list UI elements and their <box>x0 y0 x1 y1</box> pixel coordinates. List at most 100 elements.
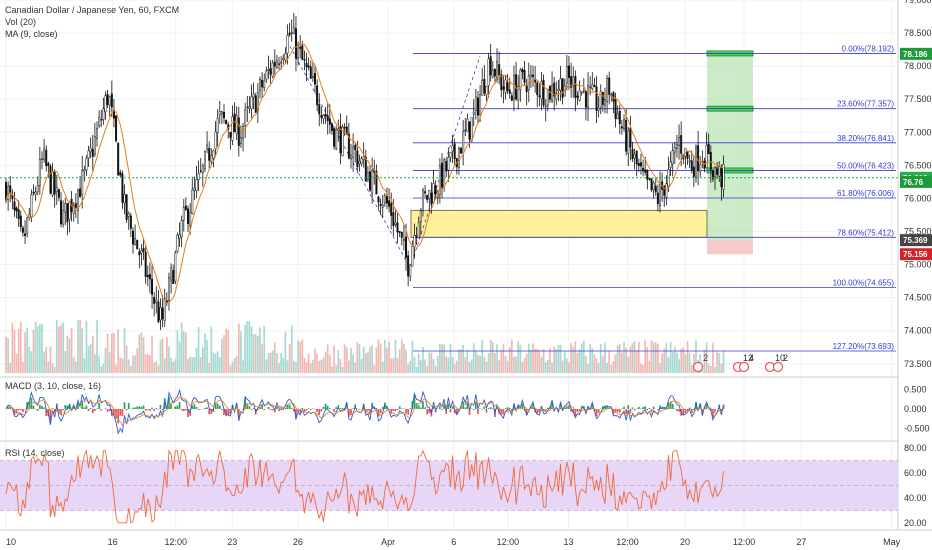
volume-bar <box>254 334 257 373</box>
volume-bar <box>77 320 79 373</box>
candle-body <box>237 117 240 146</box>
volume-bar <box>108 351 111 373</box>
price-tick-label: 77.000 <box>904 127 932 137</box>
candle-body <box>134 238 137 245</box>
volume-bar <box>621 352 623 373</box>
volume-bar <box>191 357 194 373</box>
macd-histogram-bar <box>413 394 416 409</box>
volume-bar <box>185 332 187 373</box>
macd-histogram-bar <box>612 409 615 415</box>
candle-body <box>449 151 452 158</box>
price-axis[interactable]: 73.500 74.000 74.500 75.000 75.500 76.000 76.5… <box>904 0 932 369</box>
time-tick-label: 6 <box>451 537 456 547</box>
candle-body <box>267 69 270 71</box>
candle-body <box>714 167 717 178</box>
macd-histogram-bar <box>134 407 136 409</box>
volume-bar <box>104 348 107 373</box>
macd-histogram-bar <box>422 401 424 409</box>
volume-bar <box>195 348 198 373</box>
candle-body <box>153 296 156 304</box>
candle-body <box>47 163 50 166</box>
volume-bar <box>604 342 606 373</box>
candle-body <box>225 120 228 124</box>
time-axis[interactable]: 10 16 12:00 23 26 Apr 6 12:00 13 12:00 20 12:00 27 Ma… <box>6 537 901 547</box>
macd-tick-label: 0.500 <box>904 385 927 395</box>
macd-histogram-bar <box>428 409 431 414</box>
event-marker-circle <box>738 361 750 373</box>
macd-histogram-bar <box>415 403 418 409</box>
volume-bar <box>62 322 64 373</box>
volume-bar <box>678 358 680 373</box>
volume-bar <box>30 351 33 373</box>
volume-bar <box>453 364 456 373</box>
fibonacci-retracement[interactable]: 0.00%(78.192) 23.60%(77.357) 38.20%(76.841… <box>289 44 896 352</box>
candle-body <box>333 128 336 147</box>
candle-body <box>483 78 486 94</box>
time-tick-label: 13 <box>564 537 574 547</box>
macd-histogram-bar <box>197 409 200 410</box>
candle-body <box>341 126 344 157</box>
candle-body <box>447 157 450 171</box>
macd-histogram-bar <box>276 406 278 409</box>
volume-bar <box>722 350 725 373</box>
volume-bar <box>19 321 22 373</box>
volume-bar <box>665 342 668 373</box>
candle-body <box>123 193 126 204</box>
volume-bar <box>392 358 395 373</box>
candle-body <box>176 234 179 252</box>
event-markers[interactable]: 2 124 102 <box>692 353 789 373</box>
candle-body <box>629 127 632 148</box>
volume-bar <box>718 353 721 373</box>
macd-histogram-bar <box>597 409 600 413</box>
macd-histogram-bar <box>595 409 598 417</box>
candle-body <box>707 143 710 155</box>
volume-bar <box>377 339 380 373</box>
macd-histogram-bar <box>669 401 672 409</box>
volume-bar <box>635 350 638 373</box>
volume-bar <box>284 331 287 373</box>
volume-bar <box>398 349 401 373</box>
long-position-tool[interactable] <box>410 50 754 255</box>
volume-bar <box>470 359 473 373</box>
volume-bar <box>237 323 240 373</box>
candle-body <box>669 161 672 168</box>
macd-histogram-bar <box>180 409 183 411</box>
volume-bar <box>599 344 602 373</box>
candle-body <box>529 74 532 78</box>
volume-bar <box>174 359 177 373</box>
macd-histogram-bar <box>695 401 697 409</box>
volume-bar <box>11 322 14 373</box>
candle-body <box>140 249 143 254</box>
volume-bar <box>400 339 403 373</box>
candle-body <box>574 76 577 98</box>
macd-histogram-bar <box>153 409 156 412</box>
macd-histogram-bar <box>506 407 509 409</box>
candle-body <box>618 110 621 124</box>
volume-bar <box>288 343 291 373</box>
candle-body <box>500 74 503 91</box>
candle-body <box>385 196 388 204</box>
candle-body <box>424 191 427 194</box>
candle-body <box>305 62 308 68</box>
volume-bar <box>216 351 219 373</box>
volume-bar <box>458 349 460 373</box>
candle-body <box>688 160 691 163</box>
candle-body <box>68 202 71 220</box>
macd-histogram-bar <box>288 404 291 409</box>
candle-body <box>665 183 668 198</box>
rsi-pane: 80.00 60.00 40.00 20.00 <box>0 443 927 528</box>
volume-bar <box>337 349 340 373</box>
candle-body <box>603 99 606 106</box>
volume-bar <box>500 349 503 373</box>
candle-body <box>199 170 202 172</box>
candle-body <box>360 158 363 165</box>
candle-body <box>85 158 88 171</box>
macd-histogram-bar <box>155 408 158 409</box>
macd-histogram-bar <box>466 402 469 409</box>
macd-histogram-bar <box>426 409 429 415</box>
candle-body <box>297 44 300 59</box>
candle-body <box>405 236 408 258</box>
volume-bar <box>684 354 687 373</box>
candle-body <box>93 135 96 155</box>
macd-histogram-bar <box>223 409 225 416</box>
